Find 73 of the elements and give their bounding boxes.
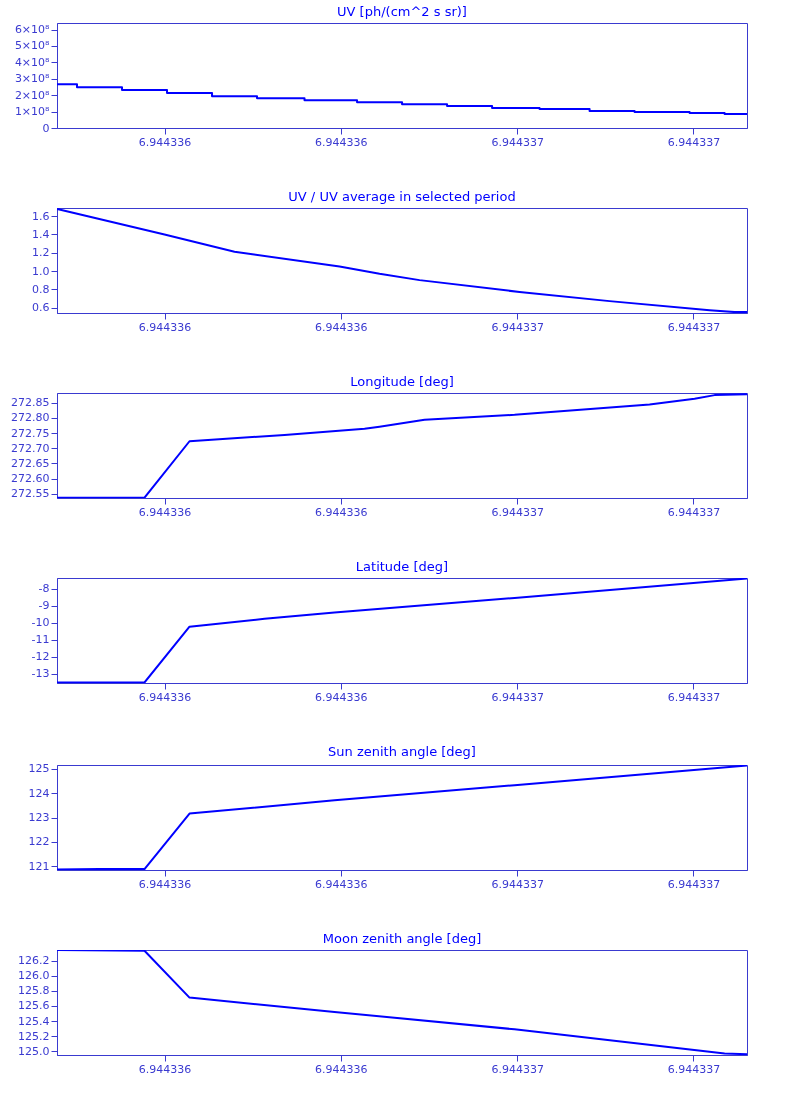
chart-title: Longitude [deg] — [350, 374, 454, 389]
x-tick-label: 6.944337 — [491, 1062, 544, 1076]
y-tick-label: 5×10⁸ — [14, 39, 51, 53]
y-tick-label: 272.60 — [11, 472, 50, 486]
x-tick-label: 6.944336 — [138, 505, 192, 519]
y-tick-label: 125.0 — [18, 1044, 50, 1058]
y-tick-label: -11 — [31, 633, 50, 647]
y-tick-label: 125.6 — [18, 999, 50, 1013]
x-tick-label: 6.944337 — [491, 877, 544, 891]
y-tick-label: 3×10⁸ — [14, 72, 51, 86]
x-tick-label: 6.944336 — [138, 320, 192, 334]
line-series — [57, 950, 747, 1055]
x-tick-label: 6.944337 — [491, 505, 544, 519]
x-tick-label: 6.944337 — [667, 505, 721, 519]
x-tick-label: 6.944336 — [138, 690, 192, 704]
y-tick-label: 121 — [28, 859, 50, 873]
x-tick-label: 6.944336 — [315, 320, 368, 334]
y-tick-label: 1×10⁸ — [14, 105, 51, 119]
y-tick-label: 125.4 — [18, 1014, 50, 1028]
x-tick-label: 6.944336 — [315, 135, 368, 149]
line-series — [57, 765, 747, 870]
x-tick-label: 6.944337 — [491, 135, 544, 149]
y-tick-label: 272.70 — [11, 441, 50, 455]
x-tick-label: 6.944336 — [138, 877, 192, 891]
y-tick-label: 6×10⁸ — [14, 23, 51, 37]
x-tick-label: 6.944336 — [138, 1062, 192, 1076]
y-tick-label: 272.85 — [11, 396, 50, 410]
chart-title: Latitude [deg] — [355, 559, 449, 574]
chart-title: Moon zenith angle [deg] — [322, 931, 482, 946]
y-tick-label: 125.8 — [18, 984, 50, 998]
y-tick-label: 122 — [28, 835, 50, 849]
line-series — [57, 208, 747, 313]
y-tick-label: 126.0 — [18, 969, 50, 983]
x-tick-label: 6.944337 — [491, 320, 544, 334]
y-tick-label: 272.55 — [11, 487, 50, 501]
x-tick-label: 6.944337 — [667, 320, 721, 334]
x-tick-label: 6.944336 — [315, 690, 368, 704]
y-tick-label: 0.8 — [32, 282, 50, 296]
x-tick-label: 6.944337 — [491, 690, 544, 704]
y-tick-label: 123 — [28, 811, 50, 824]
y-tick-label: 125 — [28, 762, 50, 776]
y-tick-label: -8 — [38, 582, 50, 596]
x-tick-label: 6.944336 — [315, 1062, 368, 1076]
x-tick-label: 6.944336 — [138, 135, 192, 149]
x-tick-label: 6.944337 — [667, 877, 721, 891]
y-tick-label: -9 — [38, 599, 50, 613]
x-tick-label: 6.944336 — [315, 505, 368, 519]
y-tick-label: 1.6 — [32, 209, 50, 223]
chart-title: UV [ph/(cm^2 s sr)] — [337, 4, 467, 19]
y-tick-label: 4×10⁸ — [14, 55, 51, 69]
x-tick-label: 6.944337 — [667, 135, 721, 149]
y-tick-label: 0.6 — [32, 301, 50, 315]
y-tick-label: 0 — [42, 121, 50, 135]
x-tick-label: 6.944336 — [315, 877, 368, 891]
y-tick-label: 272.80 — [11, 411, 50, 425]
y-tick-label: 272.75 — [11, 426, 50, 440]
x-tick-label: 6.944337 — [667, 1062, 721, 1076]
x-tick-label: 6.944337 — [667, 690, 721, 704]
y-tick-label: 1.4 — [32, 227, 50, 241]
y-tick-label: 124 — [28, 786, 50, 800]
y-tick-label: 272.65 — [11, 456, 50, 470]
y-tick-label: -10 — [31, 616, 50, 630]
y-tick-label: -13 — [31, 667, 50, 681]
y-tick-label: 126.2 — [18, 954, 50, 968]
chart-title: Sun zenith angle [deg] — [328, 743, 476, 759]
y-tick-label: -12 — [31, 650, 50, 664]
y-tick-label: 2×10⁸ — [14, 88, 51, 102]
y-tick-label: 1.0 — [32, 264, 50, 278]
chart-title: UV / UV average in selected period — [288, 189, 516, 204]
y-tick-label: 1.2 — [32, 246, 50, 260]
y-tick-label: 125.2 — [18, 1029, 50, 1043]
line-series — [57, 393, 747, 498]
line-series — [57, 578, 747, 683]
